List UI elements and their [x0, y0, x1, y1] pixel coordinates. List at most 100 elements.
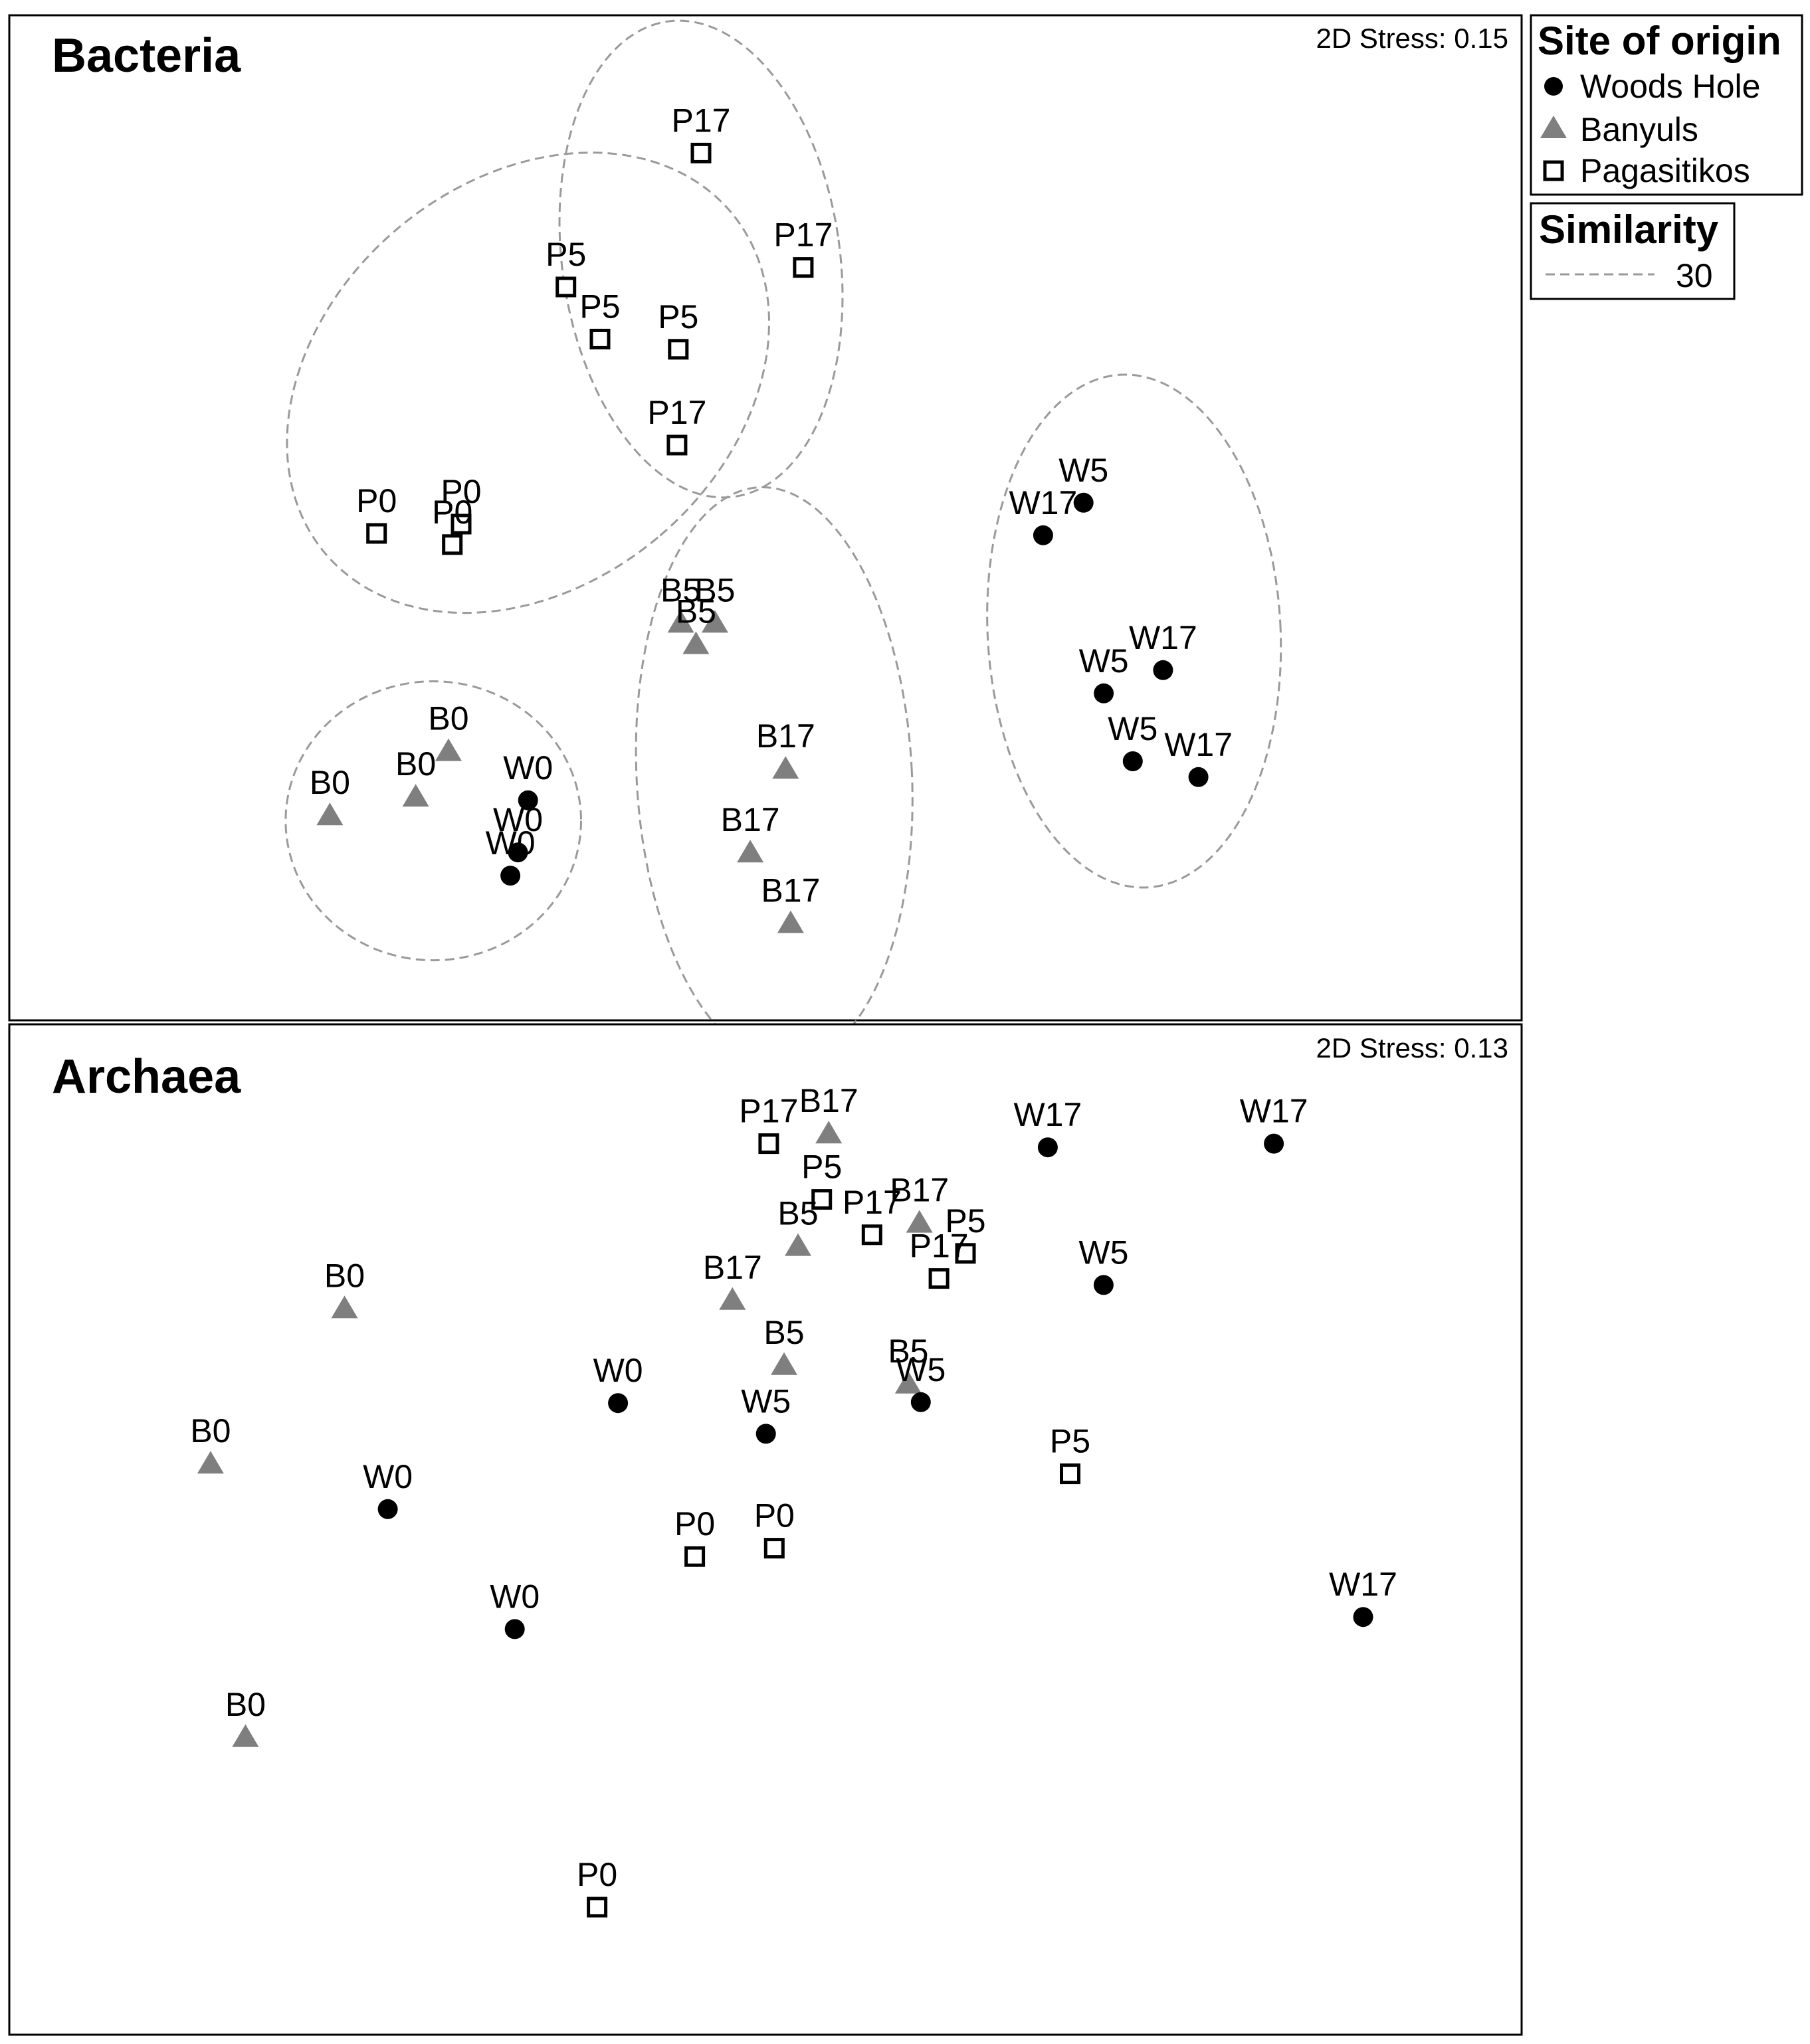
bacteria-point-woods-hole [508, 842, 528, 863]
archaea-point-pagasitikos [1060, 1463, 1080, 1485]
archaea-point-banyuls [197, 1451, 224, 1474]
archaea-point-label: B5 [763, 1314, 804, 1351]
archaea-point-pagasitikos [955, 1243, 976, 1264]
bacteria-point-label: P17 [647, 394, 706, 431]
bacteria-point-label: W0 [493, 801, 543, 838]
archaea-point-pagasitikos [587, 1897, 608, 1918]
bacteria-point-woods-hole [1122, 751, 1143, 771]
bacteria-panel: Bacteria 2D Stress: 0.15 P17 P17 P5 P5 P5 P17… [8, 14, 1523, 1065]
bacteria-point-label: W0 [503, 749, 553, 787]
bacteria-point-pagasitikos [366, 523, 387, 544]
bacteria-point-pagasitikos [690, 142, 712, 163]
archaea-point-label: W5 [1078, 1234, 1128, 1271]
bacteria-point-label: W5 [1058, 452, 1108, 489]
archaea-point-label: B17 [890, 1172, 949, 1209]
archaea-point-pagasitikos [928, 1268, 950, 1289]
site-legend: Site of origin Woods Hole Banyuls Pagasi… [1530, 14, 1803, 196]
banyuls-legend-marker [1540, 116, 1567, 138]
bacteria-point-banyuls [435, 738, 462, 761]
bacteria-point-woods-hole [1188, 767, 1209, 787]
archaea-point-pagasitikos [861, 1224, 882, 1246]
bacteria-point-label: P0 [441, 473, 481, 510]
bacteria-point-label: W0 [486, 824, 536, 862]
bacteria-point-label: W17 [1164, 726, 1233, 763]
archaea-point-banyuls [894, 1370, 922, 1394]
bacteria-point-label: W5 [1108, 710, 1157, 747]
bacteria-point-label: P5 [579, 288, 620, 325]
archaea-point-pagasitikos [684, 1546, 706, 1567]
archaea-point-label: P0 [577, 1856, 617, 1893]
bacteria-point-label: B5 [694, 571, 735, 608]
archaea-point-banyuls [232, 1724, 259, 1747]
bacteria-point-banyuls [777, 910, 804, 933]
bacteria-point-banyuls [402, 784, 429, 807]
bacteria-point-banyuls [667, 610, 694, 633]
archaea-point-label: B17 [799, 1082, 858, 1119]
archaea-point-label: P17 [739, 1093, 798, 1130]
banyuls-legend-label: Banyuls [1580, 111, 1698, 148]
bacteria-point-label: P0 [356, 482, 397, 519]
bacteria-panel-frame [8, 14, 1523, 1022]
bacteria-point-banyuls [316, 802, 344, 826]
bacteria-point-label: P0 [432, 494, 472, 531]
archaea-point-banyuls [815, 1121, 843, 1144]
site-legend-title: Site of origin [1538, 19, 1781, 63]
archaea-point-woods-hole [504, 1619, 525, 1639]
bacteria-point-label: B0 [428, 700, 468, 737]
bacteria-point-banyuls [772, 756, 799, 779]
bacteria-point-banyuls [701, 610, 728, 633]
bacteria-point-label: P17 [773, 217, 833, 254]
archaea-point-label: B0 [225, 1686, 266, 1723]
archaea-point-label: B0 [190, 1412, 231, 1449]
woods-hole-legend-marker [1544, 77, 1563, 96]
archaea-stress-label: 2D Stress: 0.13 [1316, 1032, 1508, 1064]
archaea-point-label: W0 [363, 1458, 413, 1495]
bacteria-point-woods-hole [1153, 660, 1173, 680]
bacteria-point-pagasitikos [666, 434, 688, 456]
archaea-point-banyuls [771, 1352, 797, 1375]
bacteria-panel-title: Bacteria [52, 29, 241, 82]
woods-hole-legend-label: Woods Hole [1580, 68, 1760, 105]
archaea-point-woods-hole [1093, 1275, 1114, 1295]
similarity-legend-box [1530, 202, 1736, 300]
archaea-point-label: W17 [1013, 1096, 1082, 1133]
archaea-point-woods-hole [1264, 1133, 1284, 1154]
bacteria-point-label: W17 [1009, 484, 1077, 521]
archaea-point-woods-hole [608, 1393, 629, 1414]
bacteria-point-label: P5 [658, 298, 698, 335]
site-legend-box [1530, 14, 1803, 196]
archaea-point-banyuls [719, 1287, 746, 1310]
bacteria-point-label: P5 [546, 236, 586, 273]
bacteria-point-pagasitikos [555, 276, 577, 298]
archaea-point-pagasitikos [763, 1538, 785, 1559]
archaea-point-woods-hole [910, 1392, 931, 1412]
archaea-point-label: B5 [888, 1333, 928, 1370]
archaea-point-label: W0 [593, 1352, 643, 1389]
archaea-point-label: W17 [1240, 1093, 1308, 1130]
archaea-point-woods-hole [755, 1424, 776, 1444]
archaea-point-label: P5 [801, 1149, 842, 1186]
bacteria-point-banyuls [682, 631, 710, 654]
archaea-panel-title: Archaea [52, 1050, 241, 1103]
bacteria-point-label: W5 [1079, 642, 1129, 680]
archaea-point-label: W5 [896, 1351, 946, 1388]
bacteria-point-label: B0 [310, 764, 350, 801]
archaea-point-pagasitikos [811, 1189, 833, 1210]
archaea-point-woods-hole [1353, 1607, 1373, 1627]
similarity-legend-value: 30 [1676, 257, 1713, 294]
similarity-legend: Similarity 30 [1530, 202, 1736, 300]
bacteria-stress-label: 2D Stress: 0.15 [1316, 23, 1508, 54]
archaea-point-label: P0 [754, 1497, 795, 1534]
bacteria-point-label: B5 [660, 571, 701, 608]
archaea-point-label: W0 [490, 1578, 540, 1615]
bacteria-point-woods-hole [500, 866, 521, 886]
archaea-point-label: P17 [910, 1228, 969, 1265]
bacteria-point-pagasitikos [589, 328, 611, 349]
bacteria-point-pagasitikos [793, 257, 814, 278]
bacteria-point-label: B17 [761, 872, 820, 909]
bacteria-point-label: B0 [395, 745, 436, 783]
bacteria-point-label: B5 [676, 593, 716, 630]
